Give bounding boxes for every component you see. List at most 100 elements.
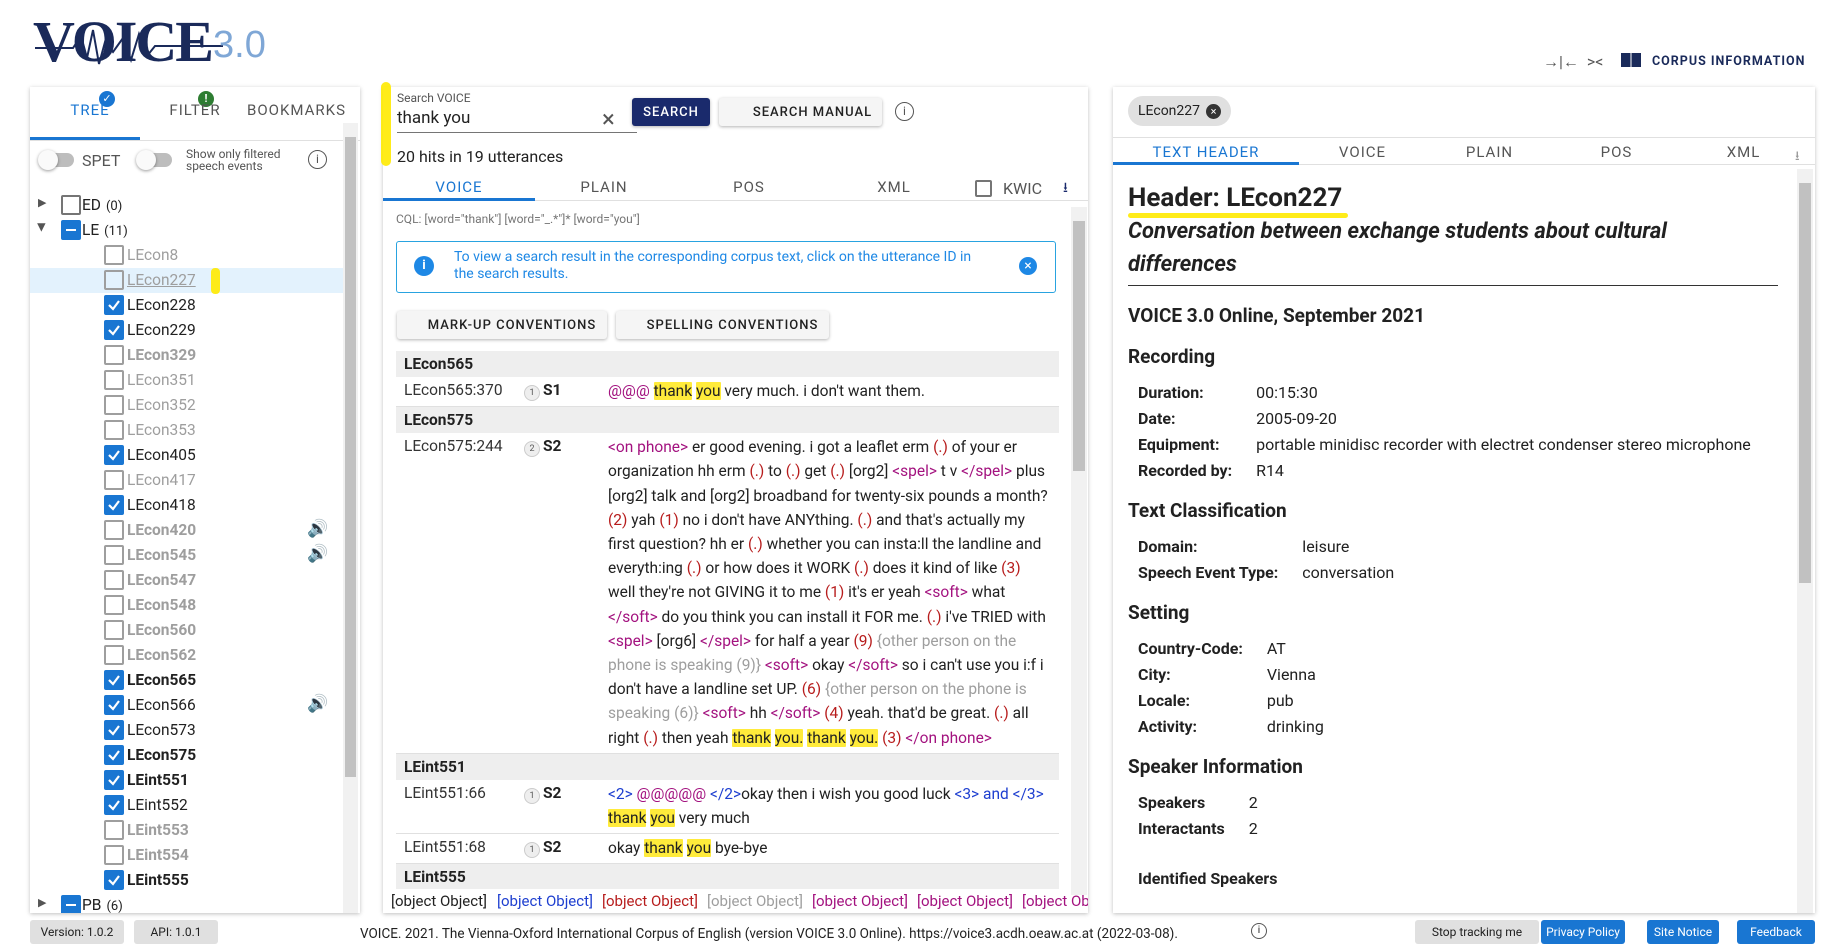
notice-close[interactable]: × <box>1019 257 1037 275</box>
item-checkbox[interactable] <box>104 470 124 490</box>
tree-item[interactable]: LEcon351 <box>30 368 343 393</box>
clear-icon[interactable]: × <box>602 105 615 133</box>
footer-link[interactable]: Privacy Policy <box>1541 920 1625 944</box>
expand-caret[interactable]: ▶ <box>38 196 47 209</box>
markup-conventions-button[interactable]: MARK-UP CONVENTIONS <box>397 311 607 339</box>
item-checkbox[interactable] <box>104 345 124 365</box>
filter-toggle[interactable] <box>136 150 172 170</box>
item-checkbox[interactable] <box>104 695 124 715</box>
tree-item[interactable]: LEcon575 <box>30 743 343 768</box>
result-tab[interactable]: XML <box>877 178 911 196</box>
group-checkbox[interactable] <box>61 895 81 913</box>
item-checkbox[interactable] <box>104 445 124 465</box>
document-tab[interactable]: XML <box>1726 143 1761 161</box>
download-icon[interactable]: ⭳ <box>1063 180 1068 196</box>
sidebar-tab[interactable]: TREE <box>70 101 110 119</box>
document-tab[interactable]: VOICE <box>1338 143 1387 161</box>
info-icon[interactable]: i <box>1251 923 1267 939</box>
sidebar-tab[interactable]: FILTER <box>169 101 221 119</box>
expand-caret[interactable]: ▶ <box>38 896 47 909</box>
download-icon[interactable]: ⭳ <box>1795 149 1800 164</box>
stop-tracking-button[interactable]: Stop tracking me <box>1415 920 1539 944</box>
scrollbar[interactable] <box>1071 207 1087 895</box>
tree-item[interactable]: LEint552 <box>30 793 343 818</box>
info-icon[interactable]: i <box>308 150 327 169</box>
tree-item[interactable]: LEint553 <box>30 818 343 843</box>
spet-toggle[interactable] <box>38 150 74 170</box>
tree-item[interactable]: LEint551 <box>30 768 343 793</box>
tree-item[interactable]: LEcon545 🔊 <box>30 543 343 568</box>
utterance-id[interactable]: LEcon565:370 <box>404 381 503 399</box>
tree-item[interactable]: LEcon547 <box>30 568 343 593</box>
item-checkbox[interactable] <box>104 245 124 265</box>
audio-icon[interactable]: 🔊 <box>307 519 329 539</box>
tree-item[interactable]: LEcon329 <box>30 343 343 368</box>
tree-item[interactable]: LEcon352 <box>30 393 343 418</box>
sidebar-tab[interactable]: BOOKMARKS <box>247 101 346 119</box>
document-tab[interactable]: PLAIN <box>1465 143 1514 161</box>
item-checkbox[interactable] <box>104 570 124 590</box>
item-checkbox[interactable] <box>104 295 124 315</box>
document-tab[interactable]: TEXT HEADER <box>1152 143 1260 161</box>
tree-item[interactable]: LEcon560 <box>30 618 343 643</box>
expand-caret[interactable]: ▶ <box>35 223 49 232</box>
tree-item[interactable]: LEcon405 <box>30 443 343 468</box>
item-checkbox[interactable] <box>104 870 124 890</box>
item-checkbox[interactable] <box>104 370 124 390</box>
tree-item[interactable]: LEcon227 <box>30 268 343 293</box>
item-checkbox[interactable] <box>104 745 124 765</box>
search-button[interactable]: SEARCH <box>632 98 710 126</box>
item-checkbox[interactable] <box>104 670 124 690</box>
group-checkbox[interactable] <box>61 195 81 215</box>
item-checkbox[interactable] <box>104 820 124 840</box>
search-input[interactable]: thank you <box>397 108 471 128</box>
spelling-conventions-button[interactable]: SPELLING CONVENTIONS <box>616 311 829 339</box>
result-tab[interactable]: POS <box>733 178 765 196</box>
tree-item[interactable]: LEcon418 <box>30 493 343 518</box>
scrollbar[interactable] <box>1797 169 1813 913</box>
item-checkbox[interactable] <box>104 795 124 815</box>
utterance-id[interactable]: LEcon575:244 <box>404 437 503 456</box>
utterance-id[interactable]: LEint551:66 <box>404 783 486 802</box>
item-checkbox[interactable] <box>104 545 124 565</box>
tree-item[interactable]: LEcon353 <box>30 418 343 443</box>
tree-item[interactable]: LEcon229 <box>30 318 343 343</box>
info-icon[interactable]: i <box>895 102 914 121</box>
item-checkbox[interactable] <box>104 645 124 665</box>
item-checkbox[interactable] <box>104 495 124 515</box>
tree-item[interactable]: LEcon228 <box>30 293 343 318</box>
tree-group[interactable]: ▶ PB (6) <box>30 893 343 913</box>
corpus-information[interactable]: CORPUS INFORMATION <box>1652 54 1806 69</box>
item-checkbox[interactable] <box>104 520 124 540</box>
tree-group[interactable]: ▶ ED (0) <box>30 193 343 218</box>
audio-icon[interactable]: 🔊 <box>307 544 329 564</box>
item-checkbox[interactable] <box>104 320 124 340</box>
scrollbar[interactable] <box>343 123 358 913</box>
item-checkbox[interactable] <box>104 770 124 790</box>
tree-item[interactable]: LEcon562 <box>30 643 343 668</box>
document-chip[interactable]: LEcon227 × <box>1128 96 1232 126</box>
tree-item[interactable]: LEcon548 <box>30 593 343 618</box>
chip-close[interactable]: × <box>1206 103 1222 119</box>
footer-link[interactable]: Site Notice <box>1647 920 1719 944</box>
layout-icons[interactable]: →|← >< <box>1543 52 1604 71</box>
utterance-id[interactable]: LEint551:68 <box>404 838 486 857</box>
item-checkbox[interactable] <box>104 420 124 440</box>
tree-item[interactable]: LEcon8 <box>30 243 343 268</box>
item-checkbox[interactable] <box>104 270 124 290</box>
item-checkbox[interactable] <box>104 395 124 415</box>
tree-item[interactable]: LEcon565 <box>30 668 343 693</box>
document-tab[interactable]: POS <box>1600 143 1633 161</box>
search-manual-button[interactable]: SEARCH MANUAL <box>719 98 882 126</box>
result-tab[interactable]: VOICE <box>435 178 483 196</box>
result-tab[interactable]: PLAIN <box>580 178 628 196</box>
item-checkbox[interactable] <box>104 620 124 640</box>
tree-item[interactable]: LEcon566 🔊 <box>30 693 343 718</box>
tree-item[interactable]: LEcon417 <box>30 468 343 493</box>
tree-group[interactable]: ▶ LE (11) <box>30 218 343 243</box>
tree-item[interactable]: LEint554 <box>30 843 343 868</box>
item-checkbox[interactable] <box>104 845 124 865</box>
item-checkbox[interactable] <box>104 595 124 615</box>
item-checkbox[interactable] <box>104 720 124 740</box>
footer-link[interactable]: Feedback <box>1737 920 1815 944</box>
